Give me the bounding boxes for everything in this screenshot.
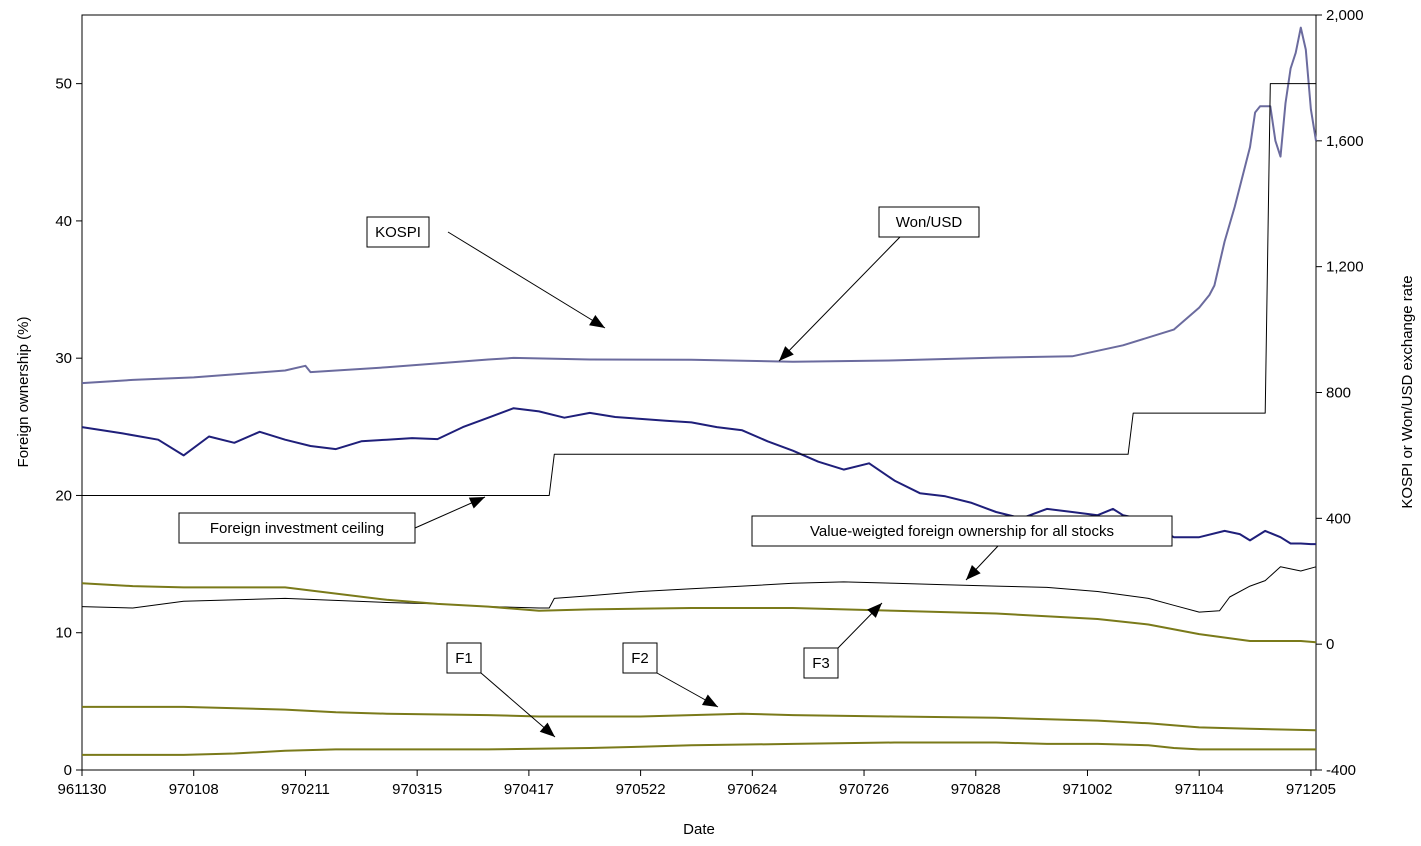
- callout-won-usd: Won/USD: [778, 206, 980, 362]
- series-line-f3: [81, 582, 1317, 644]
- callout-arrow-line: [480, 672, 556, 738]
- left-axis-tick-label: 30: [55, 350, 72, 367]
- right-axis-tick-label: 400: [1326, 510, 1351, 527]
- series-line-won-usd: [81, 26, 1317, 385]
- series-line-foreign-investment-ceiling: [82, 83, 1316, 496]
- callout-f3: F3: [803, 602, 883, 679]
- callout-f1: F1: [446, 642, 556, 738]
- right-axis-tick-label: 2,000: [1326, 7, 1364, 24]
- callout-f2: F2: [622, 642, 719, 708]
- callout-box: [366, 216, 430, 248]
- plot-area-frame: [81, 14, 1317, 771]
- callout-kospi: KOSPI: [366, 216, 606, 329]
- callout-value-weigted-foreign-ownership-for-all-stocks: Value-weigted foreign ownership for all …: [751, 515, 1173, 581]
- callout-arrow-line: [447, 231, 606, 329]
- callout-box: [878, 206, 980, 238]
- callout-box: [446, 642, 482, 674]
- series-line-value-weigted-foreign-ownership-for-all-stocks: [81, 566, 1317, 613]
- x-axis-tick-label: 961130: [58, 781, 107, 798]
- x-axis-tick-label: 971205: [1286, 781, 1336, 798]
- x-axis-tick-label: 970522: [616, 781, 666, 798]
- callout-box: [622, 642, 658, 674]
- x-axis-tick-label: 970108: [169, 781, 219, 798]
- x-axis-tick-label: 970828: [951, 781, 1001, 798]
- left-axis-title: Foreign ownership (%): [15, 317, 32, 468]
- x-axis-tick-label: 970624: [727, 781, 777, 798]
- x-axis-tick-label: 970315: [392, 781, 442, 798]
- left-axis-tick-label: 50: [55, 76, 72, 93]
- left-axis-tick-label: 0: [64, 762, 72, 779]
- callout-box: [751, 515, 1173, 547]
- callout-layer: KOSPI Won/USD Foreign investment ceiling Va…: [178, 206, 1173, 738]
- callout-arrowhead: [539, 722, 555, 737]
- x-axis-tick-label: 970726: [839, 781, 889, 798]
- x-axis-tick-label: 970417: [504, 781, 554, 798]
- callout-label: Won/USD: [896, 214, 963, 231]
- series-line-f2: [82, 705, 1317, 732]
- right-axis-tick-label: 1,600: [1326, 133, 1364, 150]
- callout-foreign-investment-ceiling: Foreign investment ceiling: [178, 496, 486, 544]
- series-layer: [81, 26, 1317, 756]
- right-axis-tick-label: -400: [1326, 762, 1356, 779]
- right-axis-tick-label: 1,200: [1326, 259, 1364, 276]
- x-axis-tick-label: 971104: [1175, 781, 1224, 798]
- right-axis-title: KOSPI or Won/USD exchange rate: [1399, 275, 1416, 508]
- callout-arrowhead: [468, 497, 485, 509]
- callout-arrow-line: [778, 236, 901, 362]
- x-axis-title: Date: [683, 821, 715, 838]
- callout-arrowhead: [867, 603, 882, 618]
- callout-label: F3: [812, 655, 830, 672]
- callout-label: F2: [631, 650, 649, 667]
- callout-label: Value-weigted foreign ownership for all …: [810, 523, 1114, 540]
- right-axis-tick-label: 0: [1326, 636, 1334, 653]
- left-axis-tick-label: 20: [55, 487, 72, 504]
- callout-arrowhead: [701, 694, 718, 707]
- series-line-kospi: [81, 407, 1316, 546]
- left-axis-tick-label: 40: [55, 213, 72, 230]
- callout-box: [803, 647, 839, 679]
- x-axis-tick-label: 970211: [281, 781, 330, 798]
- callout-box: [178, 512, 416, 544]
- axes-layer: 0 10 20 30 40 50 -400 0 400 800 1,200 1,600 2,000 961…: [55, 7, 1363, 798]
- right-axis-tick-label: 800: [1326, 385, 1351, 402]
- callout-arrowhead: [589, 315, 605, 328]
- callout-label: F1: [455, 650, 473, 667]
- series-line-f1: [82, 741, 1316, 756]
- callout-arrowhead: [966, 564, 981, 580]
- x-axis-tick-label: 971002: [1062, 781, 1112, 798]
- callout-label: KOSPI: [375, 224, 421, 241]
- callout-label: Foreign investment ceiling: [210, 520, 384, 537]
- callout-arrowhead: [779, 346, 794, 361]
- left-axis-tick-label: 10: [55, 625, 72, 642]
